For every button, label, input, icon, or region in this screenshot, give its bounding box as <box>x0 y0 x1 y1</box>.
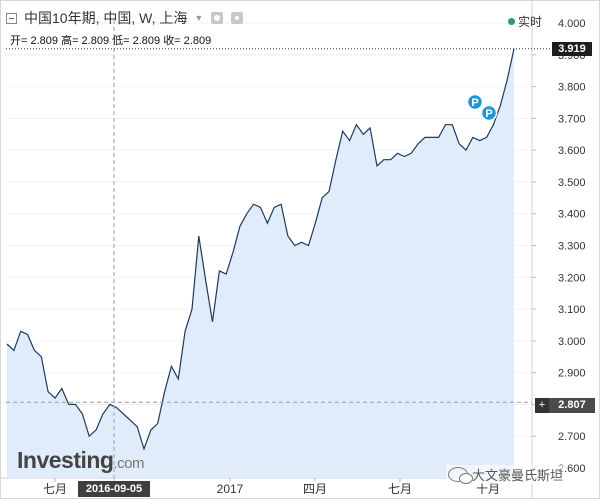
event-marker-label: P <box>471 97 478 109</box>
y-tick-label: 3.500 <box>558 177 586 189</box>
y-tick-label: 3.000 <box>558 336 586 348</box>
y-tick-label: 3.800 <box>558 82 586 94</box>
y-axis-ticks: 4.0003.9003.8003.7003.6003.5003.4003.300… <box>532 18 586 475</box>
event-marker-circle[interactable] <box>466 93 484 111</box>
ohlc-values: 开= 2.809 高= 2.809 低= 2.809 收= 2.809 <box>10 35 212 47</box>
eye-icon[interactable] <box>211 12 224 24</box>
logo-main: Investing <box>17 447 114 473</box>
y-tick-label: 2.900 <box>558 368 586 380</box>
watermark-text: 大文豪曼氏斯坦 <box>472 468 564 483</box>
chevron-down-icon[interactable]: ▼ <box>194 13 204 23</box>
event-marker-label: P <box>485 108 492 120</box>
gear-icon[interactable] <box>231 12 244 24</box>
logo-suffix: .com <box>113 455 144 472</box>
y-tick-label: 3.700 <box>558 113 586 125</box>
crosshair-price-value: 2.807 <box>558 399 586 411</box>
y-tick-label: 3.300 <box>558 241 586 253</box>
wechat-icon <box>448 467 473 484</box>
last-price-badge: 3.919 <box>552 42 592 56</box>
y-tick-label: 3.100 <box>558 304 586 316</box>
x-tick-label: 七月 <box>43 482 67 496</box>
collapse-icon[interactable] <box>6 12 17 24</box>
realtime-label: 实时 <box>518 15 543 29</box>
x-tick-label: 2017 <box>217 482 244 496</box>
series-line <box>6 48 515 451</box>
y-tick-label: 3.600 <box>558 145 586 157</box>
y-tick-label: 3.200 <box>558 272 586 284</box>
crosshair-date-badge: 2016-09-05 <box>78 481 150 497</box>
status-dot-icon <box>508 18 515 25</box>
x-tick-label: 十月 <box>476 482 500 496</box>
y-tick-label: 4.000 <box>558 18 586 30</box>
investing-logo: Investing.com <box>17 447 144 474</box>
crosshair-lines <box>6 20 552 478</box>
x-tick-label: 七月 <box>388 482 412 496</box>
event-markers[interactable]: PP <box>466 93 498 122</box>
chart-legend: 中国10年期, 中国, W, 上海 ▼ <box>6 8 244 28</box>
y-tick-label: 2.700 <box>558 431 586 443</box>
crosshair-price-badge: + 2.807 <box>535 398 595 413</box>
realtime-indicator: 实时 <box>508 13 542 30</box>
y-tick-label: 3.400 <box>558 209 586 221</box>
wechat-watermark: 大文豪曼氏斯坦 <box>446 465 566 484</box>
symbol-label: 中国10年期, 中国, W, 上海 <box>24 10 188 26</box>
x-tick-label: 四月 <box>303 482 327 496</box>
series-area-fill <box>7 48 514 478</box>
add-alert-icon[interactable]: + <box>535 398 549 413</box>
event-marker-circle[interactable] <box>480 104 498 122</box>
